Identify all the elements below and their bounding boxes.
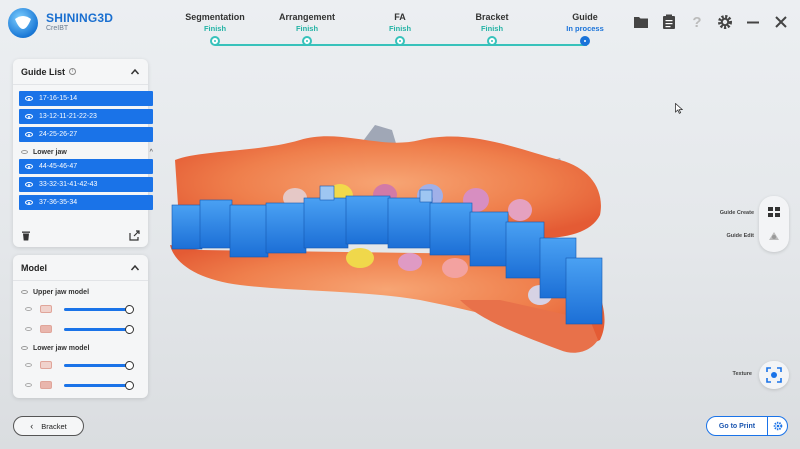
opacity-slider-row — [13, 299, 148, 319]
workflow-steps: Segmentation Finish Arrangement Finish F… — [0, 0, 800, 50]
eye-icon[interactable] — [25, 327, 32, 331]
export-icon[interactable] — [129, 229, 140, 241]
app-logo — [8, 8, 38, 38]
opacity-slider[interactable] — [64, 304, 134, 314]
guide-create-button[interactable] — [764, 202, 784, 222]
guide-blocks — [171, 185, 603, 325]
upper-gum-thumb-icon — [40, 325, 52, 333]
opacity-slider-row — [13, 355, 148, 375]
texture-label: Texture — [732, 371, 752, 377]
guide-list-title: Guide List — [21, 66, 66, 77]
texture-dock — [759, 361, 789, 389]
slider-handle[interactable] — [125, 380, 134, 390]
guide-tools-dock — [759, 196, 789, 252]
guide-create-label: Guide Create — [719, 210, 754, 216]
model-title: Model — [21, 262, 47, 273]
lower-gum-thumb-icon — [40, 381, 52, 389]
chevron-up-icon[interactable]: ^ — [149, 149, 153, 155]
slider-handle[interactable] — [125, 324, 134, 334]
brand-name: SHINING3D — [46, 11, 114, 25]
close-icon[interactable] — [772, 13, 790, 31]
step-arrangement[interactable]: Arrangement Finish — [262, 12, 352, 46]
eye-icon[interactable] — [25, 96, 33, 101]
eye-icon[interactable] — [25, 182, 33, 187]
eye-icon[interactable] — [25, 383, 32, 387]
minimize-icon[interactable] — [744, 13, 762, 31]
guide-item[interactable]: 24-25-26-27 — [19, 127, 153, 142]
clipboard-icon[interactable] — [660, 13, 678, 31]
opacity-slider[interactable] — [64, 360, 134, 370]
go-to-print-button[interactable]: Go to Print — [718, 422, 756, 430]
chevron-up-icon[interactable] — [130, 67, 140, 77]
header-tools: ? — [632, 13, 790, 31]
back-bracket-button[interactable]: ‹ Bracket — [13, 416, 84, 436]
info-icon[interactable]: i — [69, 68, 77, 75]
guide-edit-label: Guide Edit — [726, 233, 755, 239]
texture-icon — [766, 367, 782, 383]
eye-icon[interactable] — [25, 200, 33, 205]
mouse-cursor-icon — [675, 103, 683, 114]
gear-icon[interactable] — [716, 13, 734, 31]
guide-edit-button[interactable] — [764, 226, 784, 246]
eye-icon[interactable] — [21, 346, 28, 350]
help-icon[interactable]: ? — [692, 13, 702, 31]
guide-create-icon — [768, 207, 780, 217]
trash-icon[interactable] — [21, 230, 31, 241]
folder-icon[interactable] — [632, 13, 650, 31]
eye-icon[interactable] — [21, 150, 28, 154]
lower-jaw-group[interactable]: Lower jaw ^ — [21, 145, 153, 159]
step-guide[interactable]: Guide In process — [540, 12, 630, 46]
guide-item[interactable]: 17-16-15-14 — [19, 91, 153, 106]
step-segmentation[interactable]: Segmentation Finish — [170, 12, 260, 46]
slider-handle[interactable] — [125, 304, 134, 314]
lower-jaw-model-toggle[interactable]: Lower jaw model — [13, 341, 148, 355]
guide-list-panel: Guide List i 17-16-15-14 13-12-11-21-22-… — [13, 59, 153, 247]
eye-icon[interactable] — [25, 132, 33, 137]
lower-teeth-thumb-icon — [40, 361, 52, 369]
upper-teeth-thumb-icon — [40, 305, 52, 313]
guide-item[interactable]: 13-12-11-21-22-23 — [19, 109, 153, 124]
eye-icon[interactable] — [25, 164, 33, 169]
eye-icon[interactable] — [25, 114, 33, 119]
opacity-slider-row — [13, 375, 148, 395]
eye-icon[interactable] — [25, 307, 32, 311]
guide-item[interactable]: 37-36-35-34 — [19, 195, 153, 210]
gear-icon — [773, 421, 782, 431]
upper-jaw-model-toggle[interactable]: Upper jaw model — [13, 285, 148, 299]
step-fa[interactable]: FA Finish — [355, 12, 445, 46]
step-bracket[interactable]: Bracket Finish — [447, 12, 537, 46]
chevron-up-icon[interactable] — [130, 263, 140, 273]
slider-handle[interactable] — [125, 360, 134, 370]
guide-item[interactable]: 44-45-46-47 — [19, 159, 153, 174]
eye-icon[interactable] — [21, 290, 28, 294]
eye-icon[interactable] — [25, 363, 32, 367]
opacity-slider[interactable] — [64, 324, 134, 334]
chevron-left-icon: ‹ — [30, 421, 34, 431]
model-panel: Model Upper jaw model Lower jaw model — [13, 255, 148, 398]
opacity-slider[interactable] — [64, 380, 134, 390]
top-bar: SHINING3D CreIBT Segmentation Finish Arr… — [0, 0, 800, 50]
guide-item[interactable]: 33-32-31-41-42-43 — [19, 177, 153, 192]
guide-edit-icon — [769, 232, 779, 240]
texture-button[interactable] — [764, 365, 784, 385]
go-to-print-group: Go to Print — [706, 416, 788, 436]
print-settings-button[interactable] — [767, 417, 787, 435]
opacity-slider-row — [13, 319, 148, 339]
brand-subtitle: CreIBT — [46, 25, 69, 32]
back-button-label: Bracket — [41, 421, 67, 431]
